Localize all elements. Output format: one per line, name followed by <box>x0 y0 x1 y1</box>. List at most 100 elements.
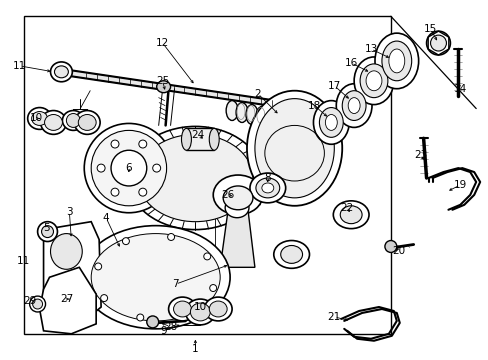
Text: 24: 24 <box>191 130 204 140</box>
Ellipse shape <box>224 198 248 218</box>
Circle shape <box>146 316 158 328</box>
Ellipse shape <box>347 98 359 113</box>
Circle shape <box>384 240 396 252</box>
Bar <box>186 129 214 150</box>
Ellipse shape <box>381 41 411 81</box>
Circle shape <box>429 35 446 51</box>
Text: 21: 21 <box>327 312 340 322</box>
Ellipse shape <box>280 246 302 264</box>
Ellipse shape <box>181 129 191 150</box>
Circle shape <box>139 140 146 148</box>
Polygon shape <box>43 222 101 317</box>
Polygon shape <box>61 69 309 112</box>
Polygon shape <box>40 267 96 334</box>
Text: 10: 10 <box>193 302 206 312</box>
Text: 23: 23 <box>413 150 427 160</box>
Ellipse shape <box>190 303 210 321</box>
Ellipse shape <box>245 105 257 125</box>
Text: 16: 16 <box>344 58 357 68</box>
Ellipse shape <box>81 226 230 329</box>
Circle shape <box>95 263 102 270</box>
Text: 28: 28 <box>163 322 177 332</box>
Ellipse shape <box>225 100 238 121</box>
Ellipse shape <box>313 100 348 144</box>
Text: 6: 6 <box>125 163 132 173</box>
Text: 3: 3 <box>66 207 73 217</box>
Circle shape <box>111 150 146 186</box>
Ellipse shape <box>342 91 366 121</box>
Circle shape <box>139 188 146 196</box>
Ellipse shape <box>254 99 334 198</box>
Ellipse shape <box>319 108 343 137</box>
Ellipse shape <box>28 108 51 129</box>
Circle shape <box>101 294 107 302</box>
Ellipse shape <box>388 49 404 73</box>
Circle shape <box>30 296 45 312</box>
Text: 29: 29 <box>23 296 36 306</box>
Ellipse shape <box>173 301 191 317</box>
Circle shape <box>84 123 173 213</box>
Circle shape <box>182 310 188 317</box>
Ellipse shape <box>366 71 381 91</box>
Circle shape <box>41 226 53 238</box>
Ellipse shape <box>336 84 371 127</box>
Text: 25: 25 <box>156 76 169 86</box>
Ellipse shape <box>340 206 361 224</box>
Text: 14: 14 <box>453 84 466 94</box>
Circle shape <box>91 130 166 206</box>
Ellipse shape <box>41 111 66 134</box>
Ellipse shape <box>168 297 196 321</box>
Ellipse shape <box>62 111 84 130</box>
Ellipse shape <box>255 107 267 126</box>
Circle shape <box>38 222 57 242</box>
Text: 15: 15 <box>423 24 436 34</box>
Text: 26: 26 <box>221 190 234 200</box>
Ellipse shape <box>255 178 279 198</box>
Bar <box>24 16 390 334</box>
Text: 18: 18 <box>307 100 321 111</box>
Circle shape <box>426 31 449 55</box>
Ellipse shape <box>209 301 226 317</box>
Ellipse shape <box>209 129 219 150</box>
Circle shape <box>122 238 129 245</box>
Ellipse shape <box>236 103 247 122</box>
Text: 11: 11 <box>13 61 26 71</box>
Text: 22: 22 <box>340 203 353 213</box>
Text: 9: 9 <box>160 326 166 336</box>
Circle shape <box>209 284 216 292</box>
Ellipse shape <box>44 114 62 130</box>
Ellipse shape <box>213 175 263 215</box>
Ellipse shape <box>156 81 170 93</box>
Circle shape <box>167 234 174 240</box>
Circle shape <box>152 164 161 172</box>
Text: 8: 8 <box>264 173 270 183</box>
Ellipse shape <box>246 91 342 206</box>
Circle shape <box>97 164 105 172</box>
Ellipse shape <box>374 33 418 89</box>
Ellipse shape <box>265 109 277 129</box>
Text: 5: 5 <box>43 222 50 233</box>
Ellipse shape <box>138 134 252 222</box>
Circle shape <box>33 299 42 309</box>
Ellipse shape <box>32 112 47 125</box>
Ellipse shape <box>273 240 309 268</box>
Ellipse shape <box>262 183 273 193</box>
Ellipse shape <box>223 186 252 210</box>
Ellipse shape <box>128 126 263 230</box>
Text: 27: 27 <box>60 294 73 304</box>
Ellipse shape <box>325 114 337 130</box>
Text: 7: 7 <box>172 279 179 289</box>
Circle shape <box>203 253 210 260</box>
Text: 19: 19 <box>453 180 466 190</box>
Circle shape <box>111 140 119 148</box>
Ellipse shape <box>249 173 285 203</box>
Text: 2: 2 <box>254 89 261 99</box>
Circle shape <box>111 188 119 196</box>
Ellipse shape <box>74 111 100 134</box>
Text: 13: 13 <box>364 44 377 54</box>
Ellipse shape <box>185 299 215 325</box>
Text: 1: 1 <box>192 344 198 354</box>
Text: 4: 4 <box>102 213 109 223</box>
Text: 11: 11 <box>17 256 30 266</box>
Ellipse shape <box>333 201 368 229</box>
